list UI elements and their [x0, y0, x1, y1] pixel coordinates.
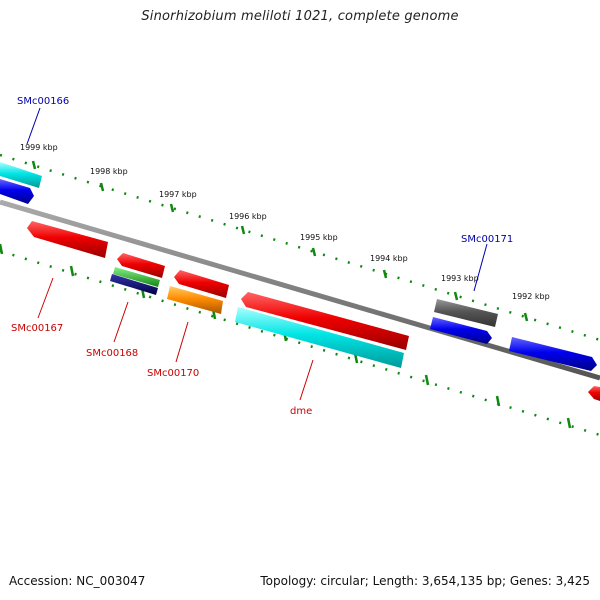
gene-feature-red: [117, 253, 165, 278]
gene-feature-navy: [110, 274, 158, 295]
callout-dme: [299, 359, 314, 401]
gene-feature-green: [113, 267, 160, 287]
callout-smc00171: [473, 243, 488, 292]
accession-text: Accession: NC_003047: [9, 574, 146, 588]
gene-callout-lines: [26, 107, 488, 401]
ruler-label: 1998 kbp: [90, 167, 128, 176]
gene-feature-blue: [430, 317, 492, 344]
genome-backbone: [0, 199, 600, 381]
ruler-label: 1994 kbp: [370, 254, 408, 263]
gene-feature-blue: [0, 179, 34, 204]
ruler-label: 1999 kbp: [20, 143, 58, 152]
inner-ruler-line: [0, 249, 600, 437]
callout-smc00167: [37, 277, 54, 319]
genome-summary-text: Topology: circular; Length: 3,654,135 bp…: [260, 574, 590, 588]
gene-feature-red: [174, 270, 229, 298]
outer-ruler-major-ticks: [31, 160, 529, 322]
outer-ruler-line: [0, 153, 600, 342]
gene-feature-red: [241, 292, 409, 350]
gene-label-smc00170: SMc00170: [147, 368, 199, 379]
gene-feature-red: [27, 221, 108, 258]
ruler-label: 1993 kbp: [441, 274, 479, 283]
callout-smc00170: [175, 321, 189, 363]
gene-label-smc00167: SMc00167: [11, 323, 63, 334]
reverse-strand-features: [27, 221, 600, 401]
ruler-label: 1997 kbp: [159, 190, 197, 199]
ruler-labels: 1999 kbp 1998 kbp 1997 kbp 1996 kbp 1995…: [20, 143, 550, 301]
gene-label-smc00168: SMc00168: [86, 348, 138, 359]
ruler-label: 1996 kbp: [229, 212, 267, 221]
ruler-label: 1992 kbp: [512, 292, 550, 301]
gene-feature-blue: [509, 337, 597, 371]
map-title: Sinorhizobium meliloti 1021, complete ge…: [141, 9, 459, 24]
ruler-label: 1995 kbp: [300, 233, 338, 242]
gene-feature-gray: [434, 299, 498, 327]
forward-strand-features: [0, 162, 597, 371]
callout-smc00166: [26, 107, 41, 145]
gene-feature-red: [588, 386, 600, 401]
gene-label-dme: dme: [290, 406, 312, 417]
gene-feature-orange: [167, 286, 223, 314]
gene-feature-cyan: [0, 162, 42, 188]
gene-label-smc00166: SMc00166: [17, 96, 69, 107]
gene-labels: SMc00166 SMc00167 SMc00168 SMc00170 dme …: [11, 96, 513, 417]
callout-smc00168: [113, 301, 129, 343]
gene-label-smc00171: SMc00171: [461, 234, 513, 245]
gene-feature-cyan: [235, 307, 404, 368]
